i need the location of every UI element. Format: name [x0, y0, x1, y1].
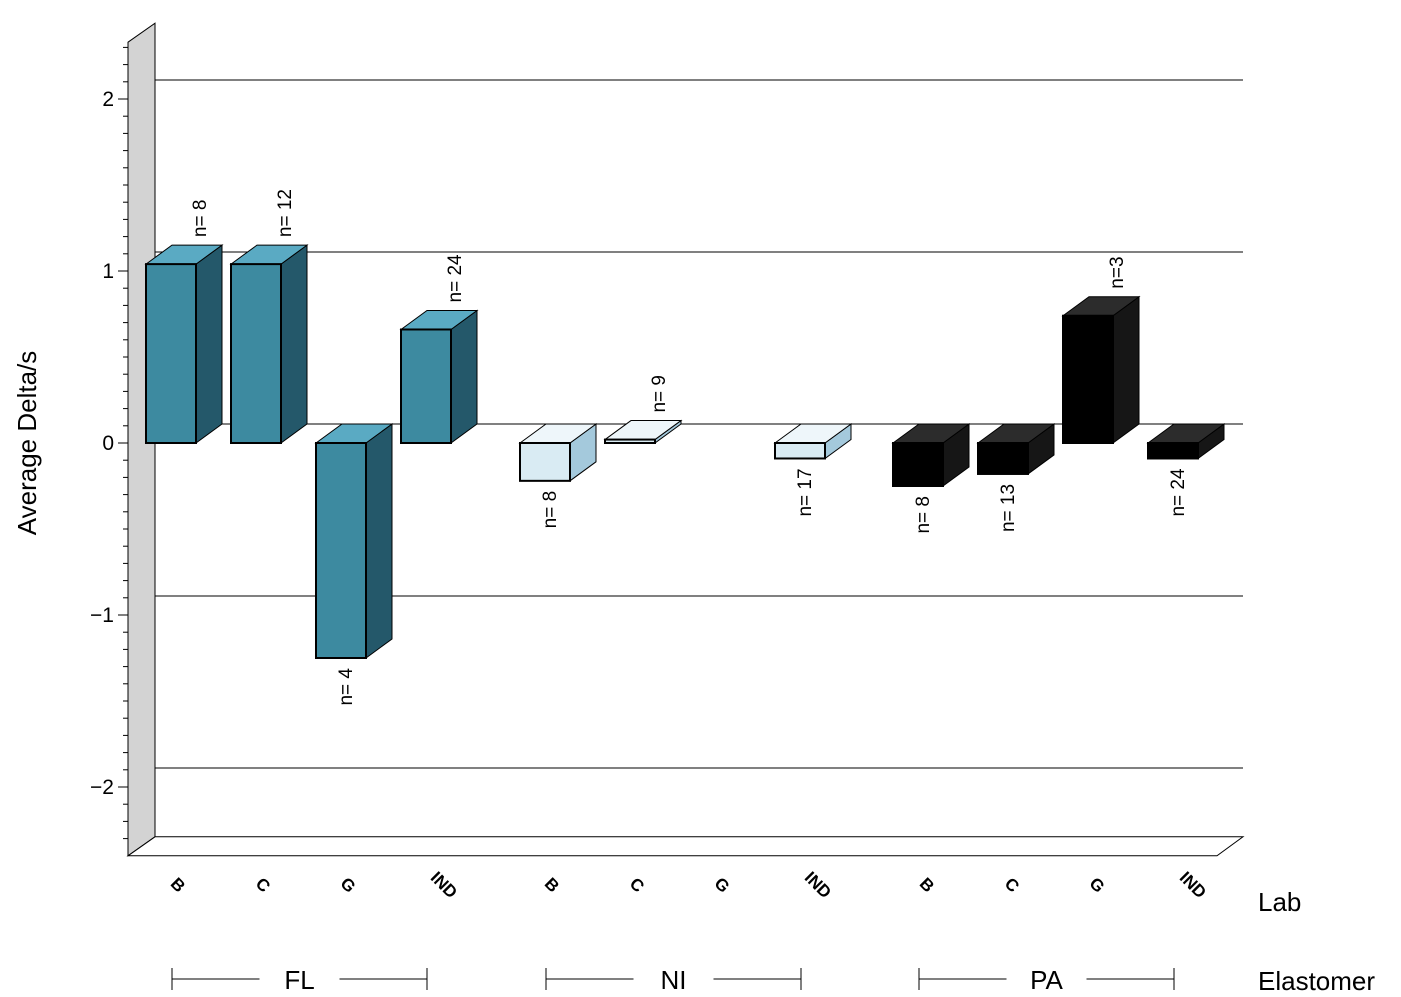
- bar-front-face: [145, 263, 197, 444]
- y-tick-label: −1: [90, 604, 114, 627]
- y-axis-title: Average Delta/s: [12, 351, 42, 536]
- lab-tick-label: G: [336, 874, 359, 897]
- group-label: NI: [661, 965, 687, 995]
- bar-side-face: [280, 244, 308, 444]
- bar-NI-C: [603, 419, 683, 444]
- lab-tick-label: G: [1085, 874, 1108, 897]
- bar-side-face: [365, 423, 393, 659]
- bar-front-face: [604, 438, 656, 444]
- lab-tick-label: G: [710, 874, 733, 897]
- bar-PA-C: [976, 423, 1056, 475]
- group-label: PA: [1030, 965, 1063, 995]
- bar-side-face: [1112, 295, 1140, 444]
- bar-count-label: n= 24: [445, 254, 466, 303]
- lab-tick-label: C: [252, 874, 274, 896]
- bar-front-face: [892, 442, 944, 487]
- chart-frame: [118, 22, 1245, 990]
- lab-axis-title: Lab: [1258, 887, 1301, 917]
- bar-FL-IND: [399, 309, 479, 445]
- bar-NI-IND: [773, 423, 853, 460]
- bar-front-face: [519, 442, 571, 482]
- bar-front-face: [1062, 314, 1114, 444]
- lab-tick-label: C: [626, 874, 648, 896]
- bar-FL-G: [314, 423, 394, 659]
- bar-side-face: [450, 309, 478, 444]
- bar-FL-B: [144, 244, 224, 444]
- bar-PA-IND: [1146, 423, 1226, 460]
- lab-tick-label: B: [541, 874, 563, 896]
- y-tick-label: 1: [102, 260, 114, 283]
- bars: [144, 244, 1226, 659]
- elastomer-axis-title: Elastomer: [1258, 966, 1375, 996]
- bar-count-label: n= 17: [795, 468, 816, 516]
- lab-tick-label: B: [167, 874, 189, 896]
- y-tick-label: 0: [102, 432, 114, 455]
- y-tick-label: −2: [90, 776, 114, 799]
- bar-side-face: [195, 244, 223, 444]
- bar-FL-C: [229, 244, 309, 444]
- bar-count-label: n= 4: [336, 668, 357, 706]
- bar-count-label: n= 13: [998, 484, 1019, 532]
- lab-tick-label: IND: [1176, 868, 1210, 902]
- labels: −2 −1 0 1 2 Bn= 8 Cn= 12 Gn= 4 IND n= 24 FL Bn= 8 Cn…: [90, 88, 1210, 995]
- bar-front-face: [1147, 442, 1199, 460]
- bar-PA-G: [1061, 295, 1141, 444]
- bar-PA-B: [891, 423, 971, 487]
- bar-NI-B: [518, 423, 598, 482]
- bar-count-label: n= 8: [540, 491, 561, 529]
- lab-tick-label: IND: [801, 868, 835, 902]
- bar-front-face: [977, 442, 1029, 475]
- group-label: FL: [284, 965, 314, 995]
- bar-front-face: [774, 442, 826, 460]
- floor: [126, 836, 1245, 857]
- lab-tick-label: IND: [427, 868, 461, 902]
- bar-front-face: [400, 328, 452, 445]
- lab-tick-label: B: [916, 874, 938, 896]
- bar-front-face: [230, 263, 282, 444]
- bar-count-label: n=3: [1107, 256, 1128, 288]
- bar-front-face: [315, 442, 367, 659]
- bar-count-label: n= 8: [190, 200, 211, 238]
- bar-count-label: n= 8: [913, 496, 934, 534]
- y-tick-label: 2: [102, 88, 114, 111]
- lab-tick-label: C: [1001, 874, 1023, 896]
- bar-count-label: n= 9: [649, 375, 670, 413]
- bar-count-label: n= 24: [1168, 468, 1189, 517]
- bar-count-label: n= 12: [275, 189, 296, 237]
